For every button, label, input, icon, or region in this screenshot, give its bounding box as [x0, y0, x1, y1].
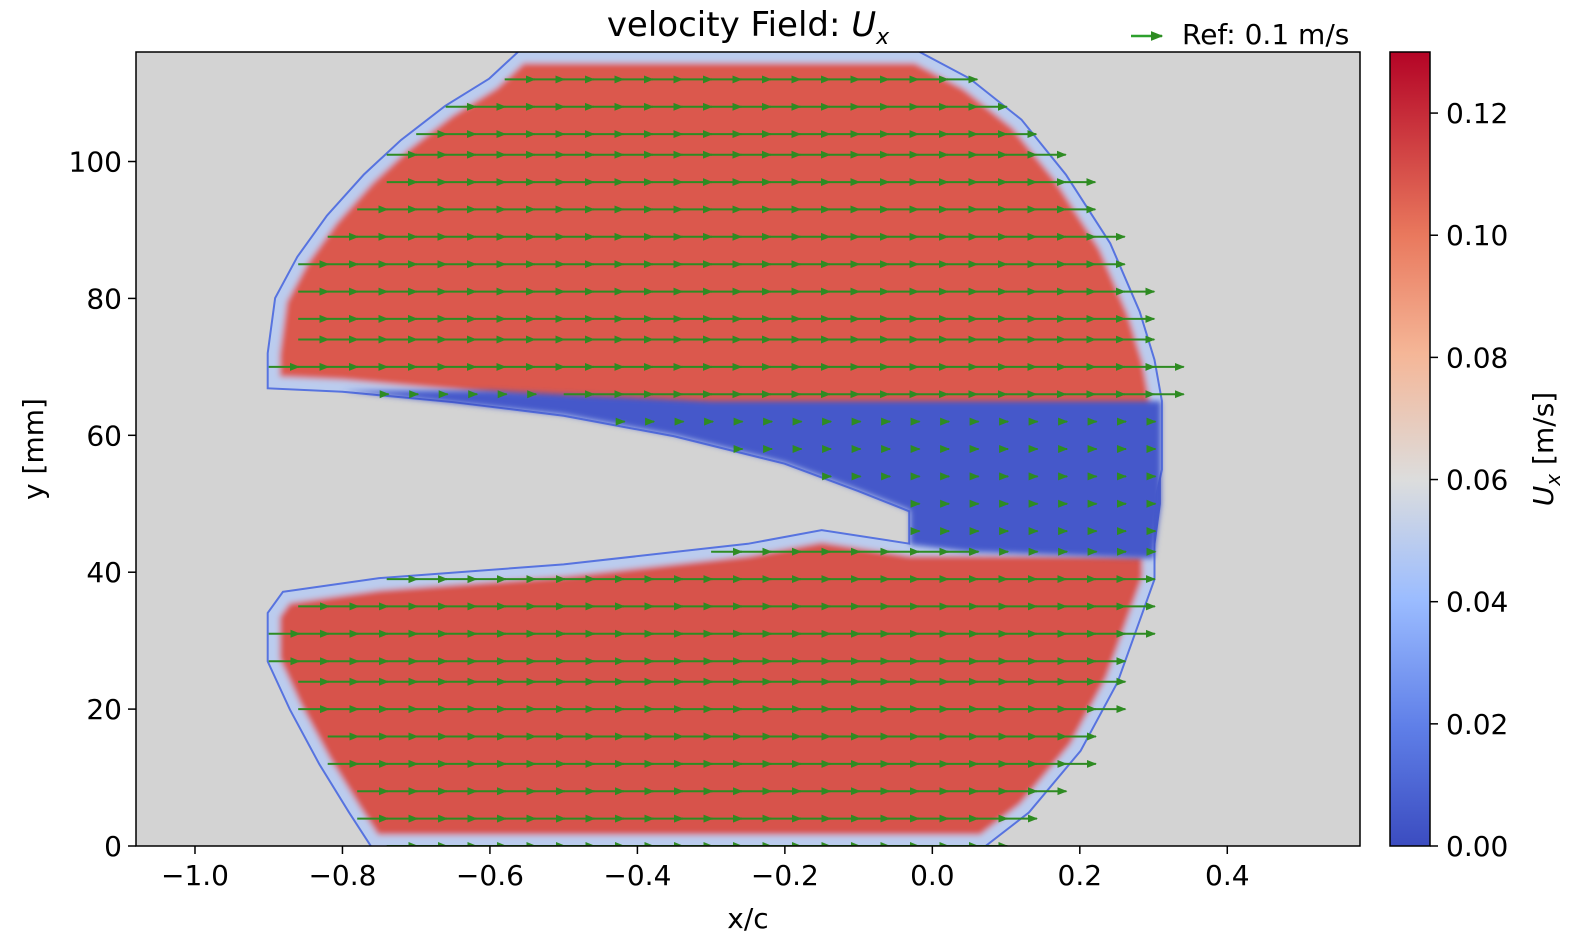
x-tick-label: 0.0: [910, 859, 955, 892]
colorbar-gradient: [1389, 51, 1431, 847]
y-tick-label: 0: [104, 830, 122, 863]
y-tick-label: 40: [86, 556, 122, 589]
y-tick-label: 100: [69, 146, 122, 179]
chart-title-subscript: x: [875, 25, 890, 50]
chart-title-symbol: U: [851, 5, 876, 45]
x-tick-label: −0.2: [751, 859, 819, 892]
wake-region-soft: [342, 390, 1161, 559]
lower-lobe-fill: [268, 531, 1154, 846]
legend-label: Ref: 0.1 m/s: [1182, 18, 1349, 51]
colorbar-label-subscript: x: [1541, 474, 1565, 487]
y-tick-label: 80: [86, 282, 122, 315]
colorbar: 0.00 0.02 0.04 0.06 0.08 0.10 0.12 Ux [m/s]: [1389, 51, 1565, 863]
colorbar-tick-label: 0.12: [1446, 97, 1508, 130]
y-axis-label: y [mm]: [17, 398, 50, 500]
x-tick-label: 0.4: [1205, 859, 1250, 892]
x-tick-label: 0.2: [1058, 859, 1103, 892]
chart-title: velocity Field: Ux: [607, 5, 890, 50]
colorbar-tick-label: 0.04: [1446, 586, 1508, 619]
chart-title-text: velocity Field:: [607, 5, 851, 45]
plot-frame: [135, 51, 1361, 847]
colorbar-ticks: 0.00 0.02 0.04 0.06 0.08 0.10 0.12: [1430, 97, 1508, 863]
colorbar-tick-label: 0.06: [1446, 464, 1508, 497]
x-axis: −1.0 −0.8 −0.6 −0.4 −0.2 0.0 0.2 0.4: [161, 846, 1250, 892]
x-tick-label: −0.8: [308, 859, 376, 892]
y-tick-label: 60: [86, 419, 122, 452]
x-tick-label: −0.6: [456, 859, 524, 892]
velocity-field: [266, 52, 1163, 846]
colorbar-label-symbol: U: [1527, 486, 1560, 507]
x-axis-label: x/c: [727, 902, 768, 935]
colorbar-tick-label: 0.00: [1446, 830, 1508, 863]
legend: Ref: 0.1 m/s: [1131, 18, 1349, 51]
y-axis: 0 20 40 60 80 100: [69, 146, 136, 863]
colorbar-tick-label: 0.10: [1446, 219, 1508, 252]
y-tick-label: 20: [86, 693, 122, 726]
velocity-vectors: [268, 75, 1185, 846]
colorbar-tick-label: 0.08: [1446, 341, 1508, 374]
colorbar-label: Ux [m/s]: [1527, 392, 1565, 506]
colorbar-label-unit: [m/s]: [1527, 392, 1560, 474]
x-tick-label: −1.0: [161, 859, 229, 892]
colorbar-tick-label: 0.02: [1446, 708, 1508, 741]
x-tick-label: −0.4: [603, 859, 671, 892]
